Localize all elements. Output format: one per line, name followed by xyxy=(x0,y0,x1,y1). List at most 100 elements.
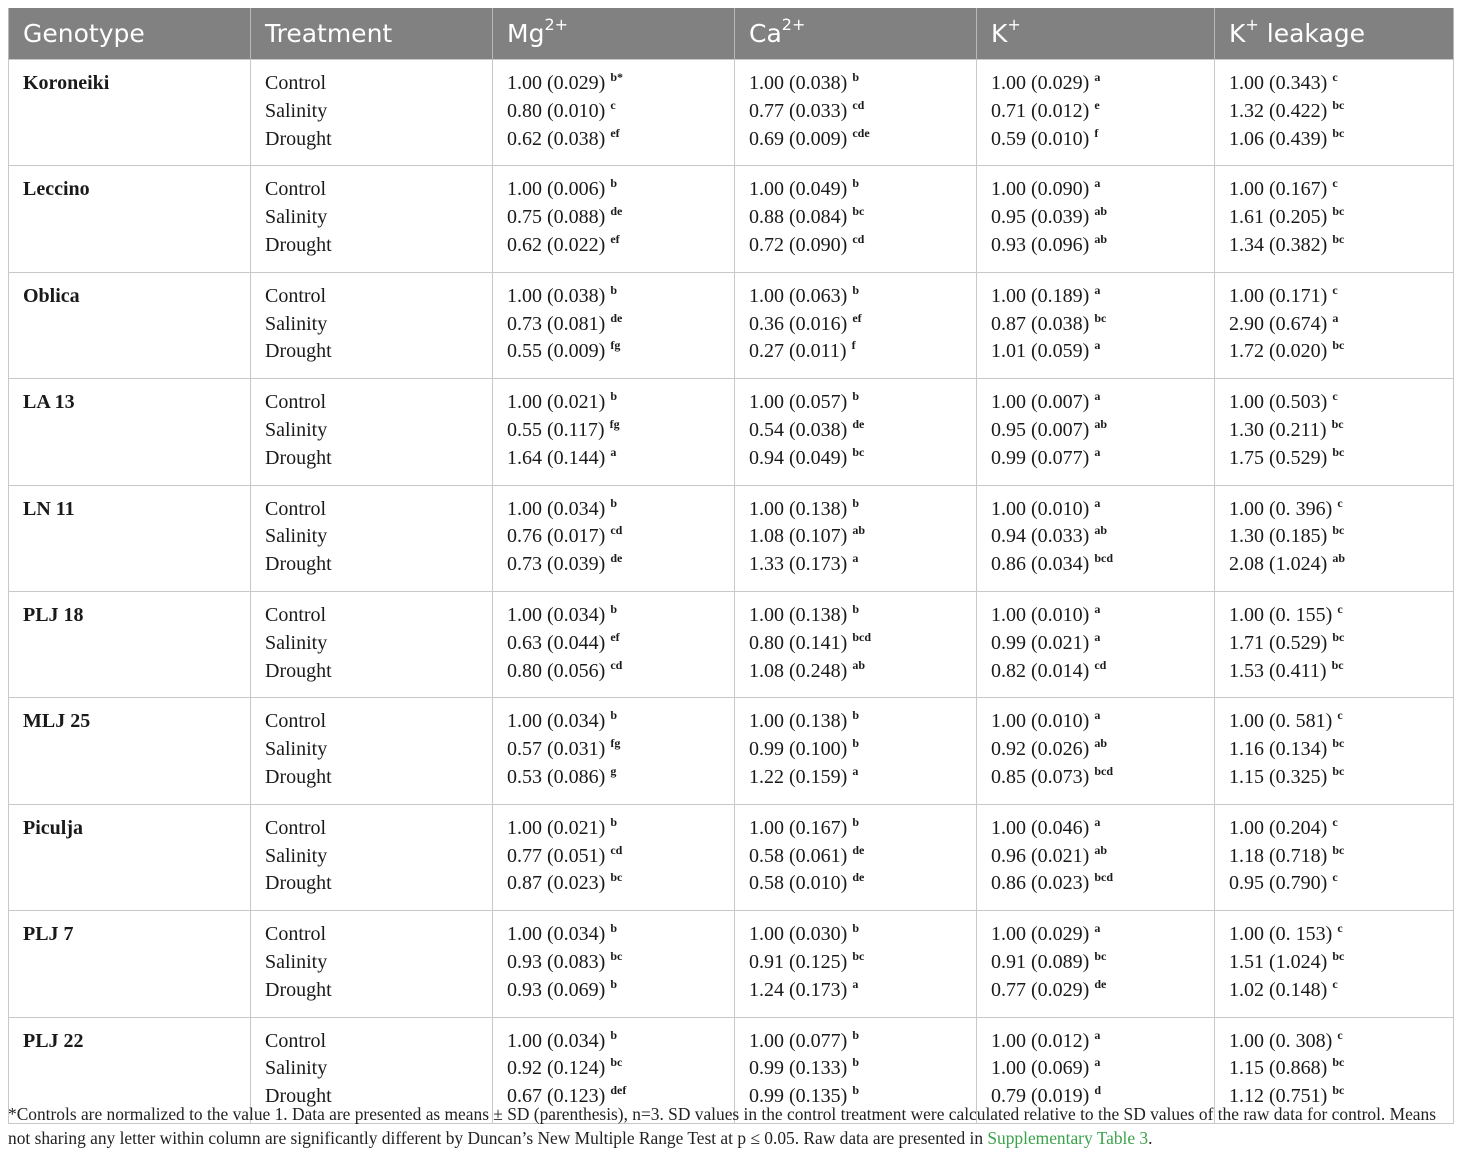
ca-cell: 1.00 (0.038) b 0.77 (0.033) cd 0.69 (0.009) c… xyxy=(734,58,977,167)
significance-letter: g xyxy=(610,763,617,778)
significance-letter: c xyxy=(1332,870,1338,885)
genotype-cell: Oblica xyxy=(8,271,251,380)
mean-sd: 0.99 (0.135) xyxy=(749,1085,848,1108)
mean-sd: 1.00 (0.167) xyxy=(1229,178,1328,201)
significance-letter: bc xyxy=(1332,204,1345,219)
ca-value: 0.80 (0.141) bcd xyxy=(749,630,976,658)
mean-sd: 0.99 (0.077) xyxy=(991,446,1090,469)
k-cell: 1.00 (0.090) a 0.95 (0.039) ab 0.93 (0.096) a… xyxy=(976,165,1215,273)
significance-letter: b xyxy=(610,389,618,404)
mg-cell: 1.00 (0.034) b 0.63 (0.044) ef 0.80 (0.056) c… xyxy=(492,590,735,699)
treatment-label: Salinity xyxy=(265,1057,328,1080)
k-value: 1.00 (0.010) a xyxy=(991,602,1214,630)
ca-cell: 1.00 (0.049) b 0.88 (0.084) bc 0.72 (0.090) c… xyxy=(734,165,977,273)
mg-value: 0.75 (0.088) de xyxy=(507,204,734,232)
significance-letter: c xyxy=(1332,70,1338,84)
significance-letter: a xyxy=(1094,629,1101,644)
kl-value: 1.51 (1.024) bc xyxy=(1229,949,1453,977)
header-treatment: Treatment xyxy=(250,8,493,60)
mean-sd: 1.00 (0. 581) xyxy=(1229,710,1333,733)
mean-sd: 0.73 (0.039) xyxy=(507,553,606,576)
mean-sd: 1.02 (0.148) xyxy=(1229,978,1328,1001)
mean-sd: 1.00 (0.029) xyxy=(507,72,606,94)
significance-letter: a xyxy=(852,763,859,778)
kl-value: 1.30 (0.211) bc xyxy=(1229,417,1453,445)
mean-sd: 0.36 (0.016) xyxy=(749,312,848,335)
table-row: Koroneiki Control Salinity Drought 1.00 (0.0… xyxy=(8,58,1454,167)
mg-value: 0.73 (0.039) de xyxy=(507,551,734,579)
supplementary-table-link[interactable]: Supplementary Table 3 xyxy=(987,1128,1149,1148)
significance-letter: bc xyxy=(1332,1055,1345,1070)
k-value: 0.99 (0.077) a xyxy=(991,445,1214,473)
mg-value: 0.63 (0.044) ef xyxy=(507,630,734,658)
ca-value: 0.88 (0.084) bc xyxy=(749,204,976,232)
mean-sd: 0.93 (0.096) xyxy=(991,233,1090,256)
treatment-label: Salinity xyxy=(265,312,328,335)
k-value: 1.00 (0.010) a xyxy=(991,496,1214,524)
treatment-cell: Control Salinity Drought xyxy=(250,271,493,380)
significance-letter: b xyxy=(852,389,860,404)
ca-value: 0.99 (0.133) b xyxy=(749,1055,976,1083)
header-genotype: Genotype xyxy=(8,8,251,60)
kl-cell: 1.00 (0.343) c 1.32 (0.422) bc 1.06 (0.439) b… xyxy=(1214,58,1454,167)
mean-sd: 0.93 (0.083) xyxy=(507,950,606,973)
kl-value: 1.32 (0.422) bc xyxy=(1229,98,1453,126)
mean-sd: 1.00 (0.010) xyxy=(991,710,1090,733)
significance-letter: c xyxy=(1332,282,1338,297)
mean-sd: 1.00 (0.034) xyxy=(507,923,606,946)
mean-sd: 1.00 (0.007) xyxy=(991,391,1090,414)
treatment-label: Salinity xyxy=(265,844,328,867)
ca-cell: 1.00 (0.167) b 0.58 (0.061) de 0.58 (0.010) d… xyxy=(734,803,977,912)
significance-letter: ab xyxy=(1094,416,1108,431)
mean-sd: 1.00 (0.046) xyxy=(991,816,1090,839)
significance-letter: bc xyxy=(610,870,623,885)
header-k-leakage: K+ leakage xyxy=(1214,8,1454,60)
mean-sd: 0.63 (0.044) xyxy=(507,631,606,654)
mg-value: 0.55 (0.117) fg xyxy=(507,417,734,445)
mg-cell: 1.00 (0.034) b 0.76 (0.017) cd 0.73 (0.039) d… xyxy=(492,484,735,592)
significance-letter: ab xyxy=(1094,523,1108,538)
ca-value: 1.00 (0.063) b xyxy=(749,283,976,311)
significance-letter: de xyxy=(610,204,623,219)
treatment-label: Control xyxy=(265,497,327,520)
mean-sd: 1.12 (0.751) xyxy=(1229,1085,1328,1108)
mg-cell: 1.00 (0.038) b 0.73 (0.081) de 0.55 (0.009) f… xyxy=(492,271,735,380)
kl-value: 1.00 (0. 155) c xyxy=(1229,602,1453,630)
mean-sd: 0.58 (0.061) xyxy=(749,844,848,867)
header-k: K+ xyxy=(976,8,1215,60)
k-value: 0.82 (0.014) cd xyxy=(991,658,1214,686)
mean-sd: 0.62 (0.022) xyxy=(507,233,606,256)
treatment-label: Salinity xyxy=(265,738,328,761)
significance-letter: b xyxy=(610,921,618,936)
mean-sd: 1.00 (0.503) xyxy=(1229,391,1328,414)
significance-letter: ef xyxy=(610,125,620,140)
mean-sd: 0.55 (0.117) xyxy=(507,418,605,441)
k-value: 0.91 (0.089) bc xyxy=(991,949,1214,977)
k-cell: 1.00 (0.046) a 0.96 (0.021) ab 0.86 (0.023) b… xyxy=(976,803,1215,912)
mean-sd: 1.00 (0.010) xyxy=(991,497,1090,520)
significance-letter: ab xyxy=(1332,551,1346,566)
mean-sd: 1.00 (0.077) xyxy=(749,1029,848,1052)
significance-letter: b xyxy=(852,814,860,829)
genotype-cell: PLJ 18 xyxy=(8,590,251,699)
significance-letter: c xyxy=(1337,1027,1343,1042)
data-table: Genotype Treatment Mg2+ Ca2+ K+ K+ leaka… xyxy=(8,8,1454,1124)
mean-sd: 0.69 (0.009) xyxy=(749,127,848,150)
ca-value: 0.77 (0.033) cd xyxy=(749,98,976,126)
significance-letter: bc xyxy=(1332,231,1345,246)
k-value: 0.95 (0.007) ab xyxy=(991,417,1214,445)
significance-letter: bcd xyxy=(1094,870,1114,885)
mean-sd: 1.08 (0.248) xyxy=(749,659,848,682)
significance-letter: bc xyxy=(1332,948,1345,963)
table-row: Oblica Control Salinity Drought 1.00 (0.038)… xyxy=(8,271,1454,380)
treatment-cell: Control Salinity Drought xyxy=(250,165,493,273)
kl-value: 1.15 (0.868) bc xyxy=(1229,1055,1453,1083)
ca-value: 0.99 (0.100) b xyxy=(749,736,976,764)
ca-cell: 1.00 (0.030) b 0.91 (0.125) bc 1.24 (0.173) a xyxy=(734,910,977,1018)
ca-value: 0.58 (0.061) de xyxy=(749,843,976,871)
significance-letter: a xyxy=(852,551,859,566)
kl-value: 1.00 (0.503) c xyxy=(1229,389,1453,417)
treatment-cell: Control Salinity Drought xyxy=(250,697,493,805)
significance-letter: a xyxy=(852,976,859,991)
genotype-cell: PLJ 7 xyxy=(8,910,251,1018)
